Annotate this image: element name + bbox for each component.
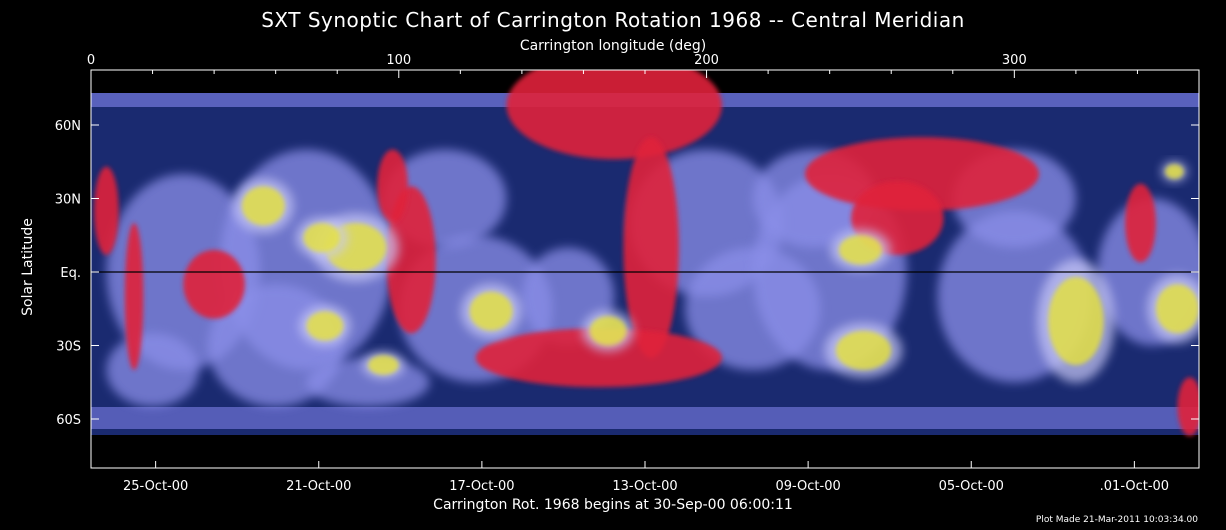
bottom-tick-label-5: 05-Oct-00 xyxy=(939,479,1004,494)
bottom-axis-label: Carrington Rot. 1968 begins at 30-Sep-00… xyxy=(433,497,793,513)
top-tick-label-2: 200 xyxy=(694,53,719,68)
coronal-hole-2 xyxy=(386,186,436,334)
bottom-tick-label-2: 17-Oct-00 xyxy=(449,479,514,494)
bottom-tick-label-4: 09-Oct-00 xyxy=(775,479,840,494)
corona-brightness-14 xyxy=(106,333,199,407)
active-region-11 xyxy=(1165,164,1184,179)
bottom-tick-label-3: 13-Oct-00 xyxy=(612,479,677,494)
coronal-hole-10 xyxy=(1177,377,1199,437)
active-region-9 xyxy=(1048,276,1104,366)
top-tick-label-0: 0 xyxy=(87,53,95,68)
chart-title: SXT Synoptic Chart of Carrington Rotatio… xyxy=(261,8,965,32)
coronal-hole-3 xyxy=(377,149,409,223)
coronal-hole-1 xyxy=(124,223,144,370)
y-tick-label-0: 60N xyxy=(55,119,81,134)
bottom-tick-label-1: 21-Oct-00 xyxy=(286,479,351,494)
top-tick-label-3: 300 xyxy=(1002,53,1027,68)
coronal-hole-7 xyxy=(805,137,1039,211)
coronal-hole-9 xyxy=(1125,183,1156,263)
active-region-8 xyxy=(835,330,892,370)
coronal-hole-0 xyxy=(94,166,119,255)
active-region-10 xyxy=(1155,284,1199,334)
y-tick-label-2: Eq. xyxy=(60,266,81,281)
coronal-hole-11 xyxy=(183,249,245,319)
active-region-0 xyxy=(241,186,285,226)
active-region-2 xyxy=(303,223,341,253)
top-axis-label: Carrington longitude (deg) xyxy=(519,38,707,54)
active-region-4 xyxy=(368,355,399,375)
coronal-hole-4 xyxy=(506,70,722,160)
bottom-tick-label-6: .01-Oct-00 xyxy=(1100,479,1169,494)
coronal-hole-6 xyxy=(475,328,722,388)
top-tick-label-1: 100 xyxy=(386,53,411,68)
y-tick-label-4: 60S xyxy=(56,413,81,428)
bottom-tick-label-0: 25-Oct-00 xyxy=(123,479,188,494)
y-tick-label-3: 30S xyxy=(56,340,81,355)
plot-made-note: Plot Made 21-Mar-2011 10:03:34.00 xyxy=(1035,515,1198,525)
y-tick-label-1: 30N xyxy=(55,193,81,208)
active-region-3 xyxy=(306,311,344,341)
coronal-hole-5 xyxy=(623,137,679,358)
active-region-5 xyxy=(469,291,513,331)
active-region-7 xyxy=(838,235,882,265)
south-polar-band xyxy=(91,407,1199,429)
active-region-6 xyxy=(589,316,627,346)
